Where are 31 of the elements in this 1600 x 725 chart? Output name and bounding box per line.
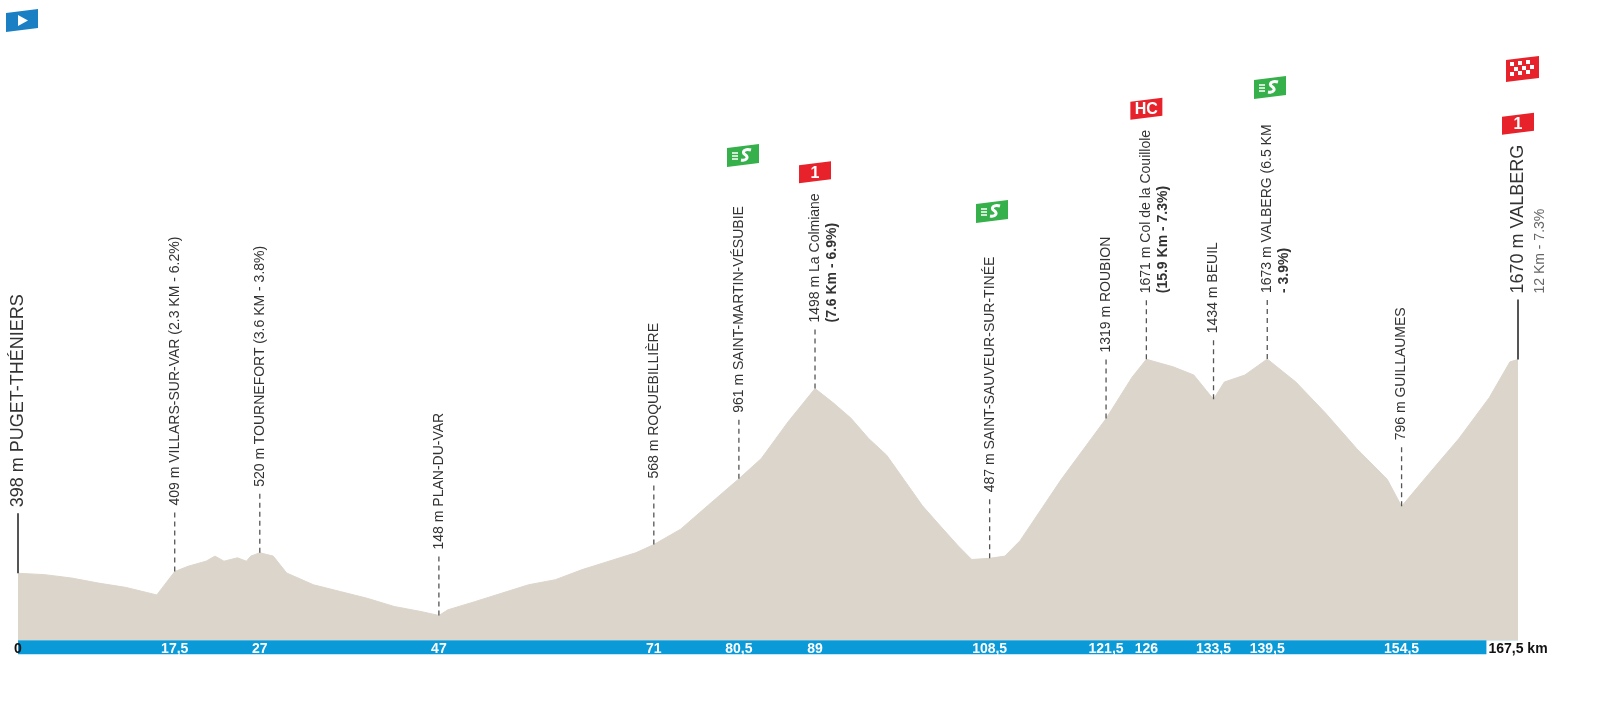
x-tick-label: 108,5	[972, 640, 1008, 657]
x-tick-label: 121,5	[1088, 640, 1124, 657]
x-tick-label: 89	[807, 640, 824, 657]
annotation: 1673 m VALBERG (6.5 KM - 3.9%)	[1258, 124, 1292, 293]
x-tick-label: 167,5 km	[1488, 640, 1548, 657]
annotation: 487 m SAINT-SAUVEUR-SUR-TINÉE	[980, 256, 997, 493]
x-tick-label: 80,5	[725, 640, 753, 657]
annotation: 398 m PUGET-THÉNIERS	[6, 294, 27, 508]
x-tick-label: 17,5	[161, 640, 189, 657]
text: 1	[1513, 115, 1523, 133]
annotation: 409 m VILLARS-SUR-VAR (2.3 KM - 6.2%)	[165, 236, 182, 506]
x-tick-label: 0	[14, 640, 23, 657]
annotation: 568 m ROQUEBILLIÈRE	[644, 322, 661, 479]
annotation: 796 m GUILLAUMES	[1392, 307, 1409, 441]
annotation: 148 m PLAN-DU-VAR	[429, 412, 446, 550]
x-tick-label: 71	[646, 640, 662, 657]
text: 1	[810, 163, 820, 181]
x-tick-label: 139,5	[1249, 640, 1285, 657]
annotation: 1670 m VALBERG 12 Km - 7.3%	[1506, 144, 1547, 294]
x-tick-label: 126	[1134, 640, 1159, 657]
annotation: 1498 m La Colmiane (7.6 Km - 6.9%)	[805, 193, 839, 323]
annotation: 1319 m ROUBION	[1096, 236, 1113, 353]
annotation: 961 m SAINT-MARTIN-VÉSUBIE	[729, 206, 746, 413]
x-tick-label: 27	[252, 640, 268, 657]
annotation: 520 m TOURNEFORT (3.6 KM - 3.8%)	[250, 245, 267, 487]
x-tick-label: 154,5	[1384, 640, 1420, 657]
annotation: 1671 m Col de la Couillole (15.9 Km - 7.3%)	[1137, 129, 1171, 294]
x-tick-label: 133,5	[1196, 640, 1232, 657]
text: HC	[1134, 100, 1159, 118]
annotation: 1434 m BEUIL	[1204, 241, 1221, 334]
x-tick-label: 47	[431, 640, 447, 657]
